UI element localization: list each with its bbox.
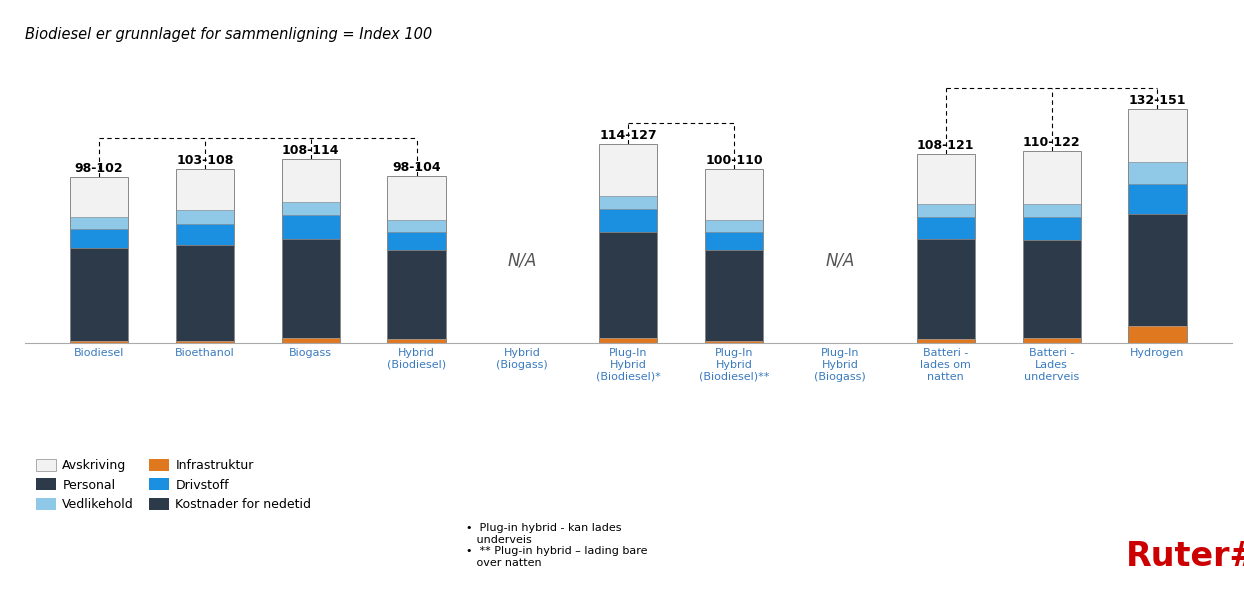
Bar xyxy=(70,341,128,343)
Text: 108-121: 108-121 xyxy=(917,139,974,152)
Bar xyxy=(1023,151,1081,343)
Text: 114-127: 114-127 xyxy=(600,129,657,142)
Bar xyxy=(1128,109,1187,163)
Bar xyxy=(917,239,975,339)
Bar xyxy=(387,220,445,232)
Bar xyxy=(917,217,975,239)
Bar xyxy=(70,248,128,341)
Bar xyxy=(281,239,340,338)
Bar xyxy=(281,338,340,343)
Bar xyxy=(70,177,128,217)
Bar xyxy=(600,338,657,343)
Text: 100-110: 100-110 xyxy=(705,154,763,167)
Bar xyxy=(600,232,657,338)
Bar xyxy=(175,245,234,341)
Bar xyxy=(387,339,445,343)
Bar xyxy=(281,159,340,343)
Bar xyxy=(1128,109,1187,343)
Bar xyxy=(175,223,234,245)
Bar xyxy=(917,154,975,343)
Bar xyxy=(705,169,763,343)
Bar xyxy=(1128,184,1187,214)
Bar xyxy=(917,154,975,204)
Text: 98-104: 98-104 xyxy=(392,161,440,174)
Bar xyxy=(1128,163,1187,184)
Bar xyxy=(281,159,340,202)
Bar xyxy=(387,250,445,339)
Bar xyxy=(1128,214,1187,326)
Text: Biodiesel er grunnlaget for sammenligning = Index 100: Biodiesel er grunnlaget for sammenlignin… xyxy=(25,27,432,43)
Text: N/A: N/A xyxy=(508,251,537,269)
Bar xyxy=(705,220,763,232)
Bar xyxy=(70,229,128,248)
Text: N/A: N/A xyxy=(825,251,855,269)
Text: Ruter#: Ruter# xyxy=(1126,540,1244,573)
Bar xyxy=(175,341,234,343)
Bar xyxy=(917,339,975,343)
Bar xyxy=(70,177,128,343)
Bar xyxy=(281,215,340,239)
Text: •  Plug-in hybrid - kan lades
   underveis
•  ** Plug-in hybrid – lading bare
  : • Plug-in hybrid - kan lades underveis •… xyxy=(466,523,648,568)
Text: 132-151: 132-151 xyxy=(1128,95,1187,108)
Bar xyxy=(175,169,234,210)
Bar xyxy=(1023,240,1081,338)
Text: 110-122: 110-122 xyxy=(1023,136,1081,149)
Bar xyxy=(1023,338,1081,343)
Bar xyxy=(387,176,445,343)
Bar xyxy=(175,169,234,343)
Bar xyxy=(600,144,657,196)
Bar xyxy=(705,341,763,343)
Bar xyxy=(1128,326,1187,343)
Bar xyxy=(600,196,657,209)
Bar xyxy=(600,144,657,343)
Bar xyxy=(705,232,763,250)
Text: 103-108: 103-108 xyxy=(177,154,234,167)
Bar xyxy=(175,210,234,223)
Text: 98-102: 98-102 xyxy=(75,163,123,176)
Legend: Avskriving, Personal, Vedlikehold, Infrastruktur, Drivstoff, Kostnader for nedet: Avskriving, Personal, Vedlikehold, Infra… xyxy=(31,454,316,516)
Bar xyxy=(1023,151,1081,204)
Bar xyxy=(917,204,975,217)
Text: 108-114: 108-114 xyxy=(282,144,340,157)
Bar xyxy=(1023,217,1081,240)
Bar xyxy=(600,209,657,232)
Bar xyxy=(70,217,128,229)
Bar xyxy=(387,232,445,250)
Bar xyxy=(387,176,445,220)
Bar xyxy=(281,202,340,215)
Bar xyxy=(705,169,763,220)
Bar xyxy=(705,250,763,341)
Bar xyxy=(1023,204,1081,217)
